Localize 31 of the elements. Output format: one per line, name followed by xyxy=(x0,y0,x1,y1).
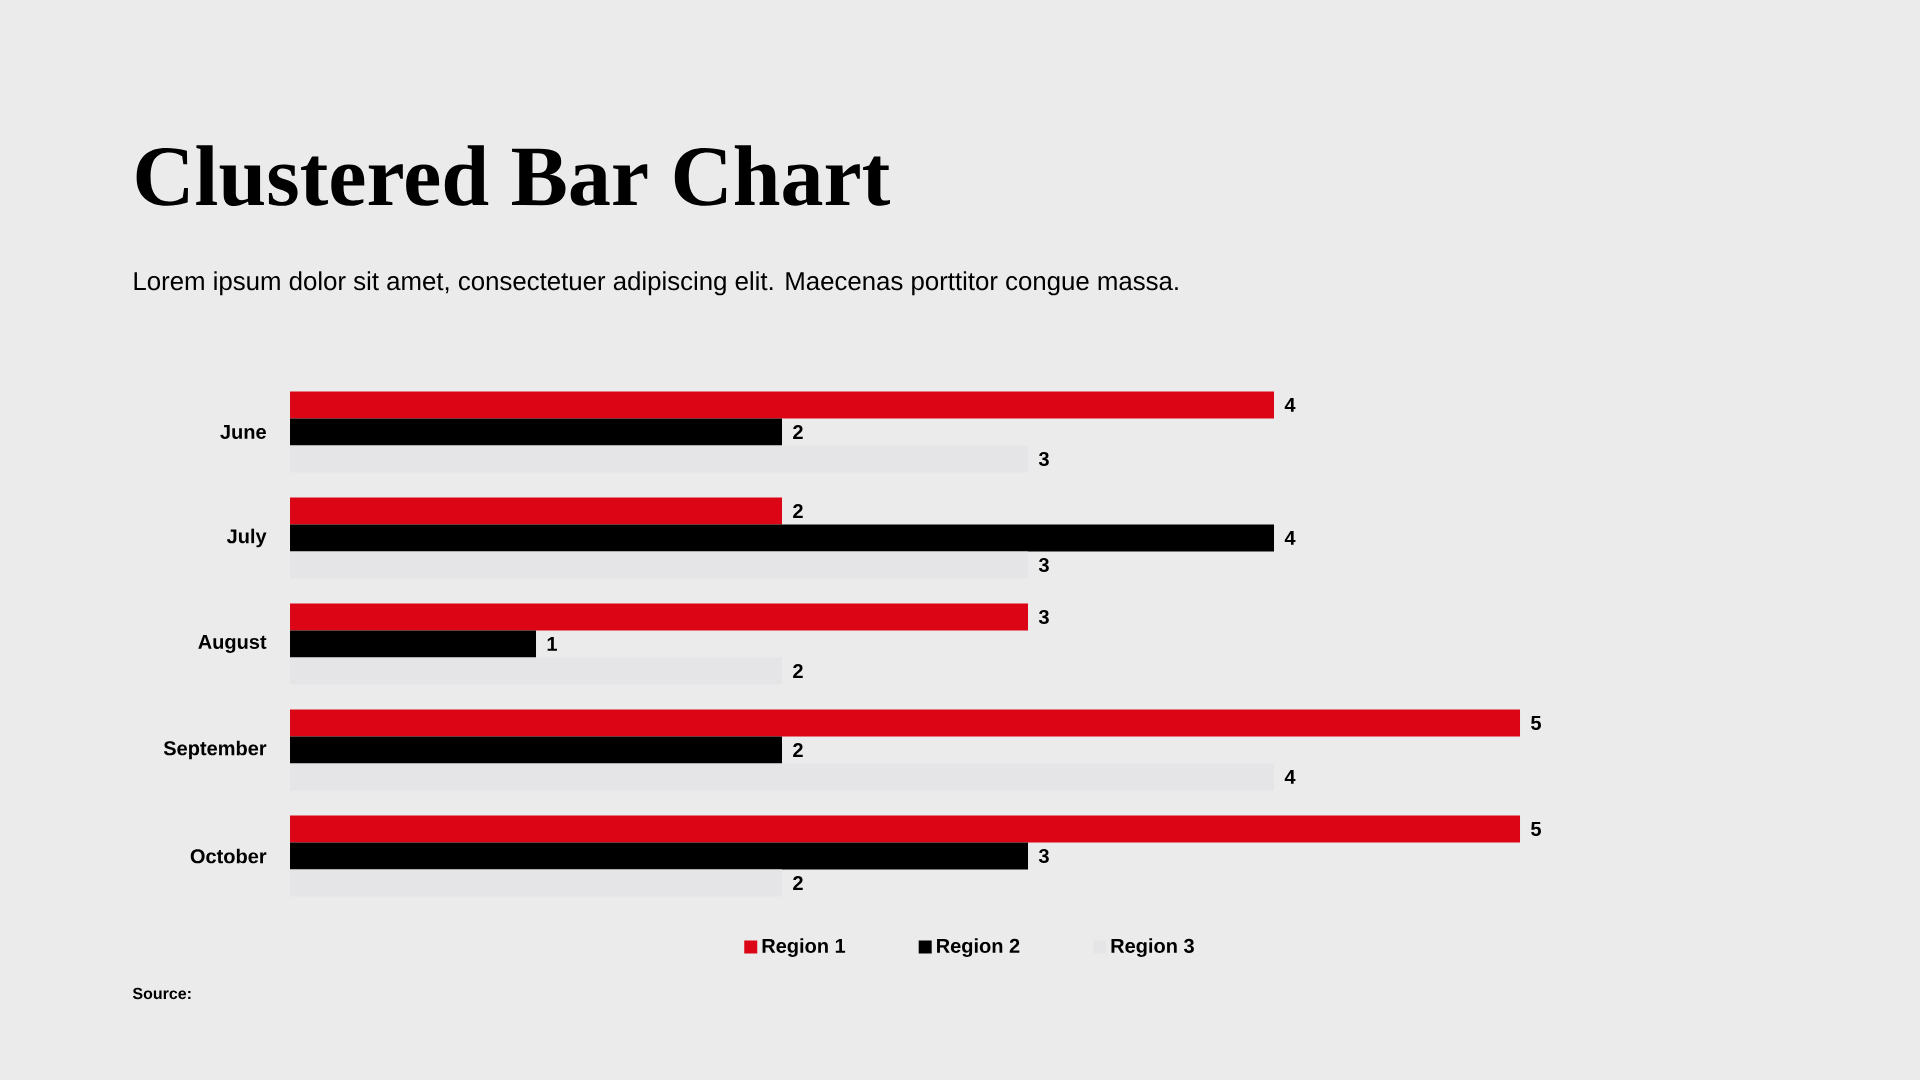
data-label: 4 xyxy=(1284,398,1296,412)
data-label: 3 xyxy=(1038,609,1049,625)
data-label: 4 xyxy=(1284,531,1296,545)
y-tick-label: July xyxy=(226,528,267,548)
bar xyxy=(290,815,1521,843)
data-label: 2 xyxy=(793,664,803,678)
y-tick-label: September xyxy=(163,740,267,760)
y-tick-label: October xyxy=(190,848,267,864)
data-label: 2 xyxy=(793,425,803,439)
chart-subtitle: Lorem ipsum dolor sit amet, consectetuer adipiscing elit. Maecenas porttitor congue massa. xyxy=(134,271,1178,296)
chart-title: Clustered Bar Chart xyxy=(136,145,890,207)
legend-label: Region 3 xyxy=(1111,938,1194,957)
legend-label: Region 2 xyxy=(937,938,1020,957)
data-label: 2 xyxy=(793,743,803,757)
data-label: 2 xyxy=(793,876,803,890)
data-label: 3 xyxy=(1038,848,1049,864)
bar xyxy=(290,497,783,525)
y-tick-label: June xyxy=(220,425,266,439)
y-tick-label: August xyxy=(198,634,267,653)
data-label: 5 xyxy=(1531,716,1541,730)
data-label: 5 xyxy=(1531,822,1541,836)
bar xyxy=(290,391,1275,419)
legend-label: Region 1 xyxy=(762,938,846,957)
data-label: 2 xyxy=(793,504,803,518)
data-label: 1 xyxy=(547,637,557,651)
bar xyxy=(290,709,1521,737)
source-note: Source: xyxy=(132,987,191,1000)
bar xyxy=(290,603,1029,631)
data-label: 3 xyxy=(1038,557,1049,573)
data-label: 4 xyxy=(1284,770,1296,784)
data-label: 3 xyxy=(1038,451,1049,467)
